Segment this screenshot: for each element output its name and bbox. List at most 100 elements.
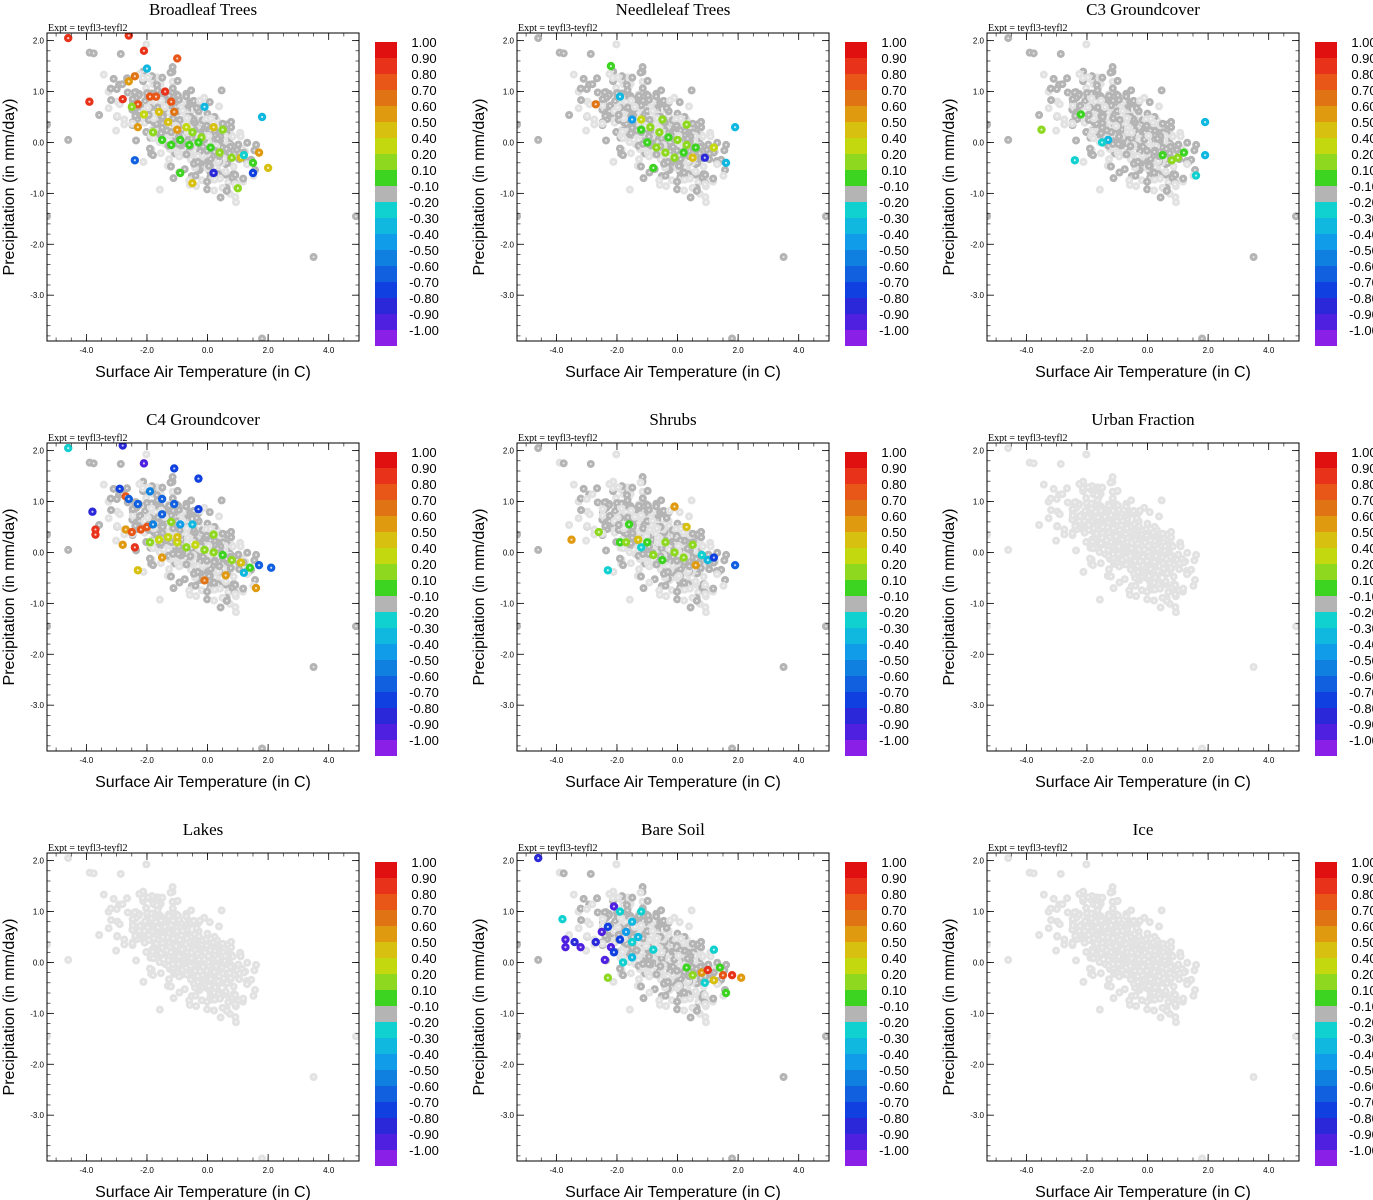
- data-point-center: [145, 67, 149, 70]
- background-point-center: [214, 166, 217, 169]
- background-point-center: [605, 139, 608, 142]
- background-point-center: [1099, 152, 1102, 155]
- background-point-center: [568, 114, 571, 117]
- background-point-center: [227, 591, 230, 594]
- background-point-center: [1106, 116, 1109, 119]
- background-point-center: [123, 118, 126, 121]
- background-point-center: [679, 117, 682, 120]
- background-point-center: [116, 114, 119, 117]
- background-point-center: [143, 121, 146, 124]
- background-point-center: [1252, 256, 1255, 258]
- colorbar-label: 0.40: [1351, 131, 1373, 146]
- y-axis-label: Precipitation (in mm/day): [471, 99, 488, 276]
- colorbar-swatch: [375, 266, 397, 282]
- background-point-center: [1110, 104, 1113, 107]
- background-point-center: [591, 83, 594, 86]
- background-point-center: [225, 147, 228, 150]
- colorbar-label: 0.90: [411, 51, 436, 66]
- background-point-center: [722, 174, 725, 177]
- background-point-center: [585, 129, 588, 132]
- x-tick-label: 4.0: [323, 346, 335, 355]
- data-point-center: [685, 123, 688, 126]
- data-point-center: [640, 128, 643, 131]
- background-point-center: [646, 79, 649, 82]
- background-point-center: [617, 113, 620, 116]
- colorbar-swatch: [845, 138, 867, 154]
- background-point-center: [202, 145, 205, 148]
- background-point-center: [141, 76, 144, 79]
- background-point-center: [668, 99, 671, 102]
- background-point-center: [723, 149, 726, 152]
- background-point-center: [615, 87, 618, 90]
- colorbar-label: 0.20: [881, 147, 906, 162]
- x-tick-label: -2.0: [610, 346, 624, 355]
- background-point-center: [1161, 122, 1164, 125]
- background-point-center: [203, 131, 206, 134]
- background-point-center: [190, 499, 193, 502]
- background-point-center: [708, 152, 711, 155]
- data-point-center: [673, 156, 676, 159]
- background-point-center: [1153, 189, 1156, 192]
- background-point-center: [679, 158, 682, 161]
- background-point-center: [716, 141, 719, 144]
- x-tick-label: 4.0: [793, 346, 805, 355]
- colorbar: 1.000.900.800.700.600.500.400.200.10-0.1…: [1315, 35, 1373, 346]
- background-point-center: [148, 147, 151, 150]
- points-layer: [47, 33, 359, 341]
- background-point-center: [171, 80, 174, 83]
- background-point-center: [1160, 89, 1163, 92]
- chart-title: Broadleaf Trees: [149, 0, 257, 19]
- background-point-center: [206, 112, 209, 115]
- data-point-center: [655, 146, 658, 149]
- background-point-center: [691, 122, 694, 125]
- data-point-center: [658, 131, 661, 134]
- colorbar-swatch: [375, 186, 397, 202]
- background-point-center: [1139, 150, 1142, 153]
- background-point-center: [1156, 137, 1159, 140]
- background-point-center: [199, 150, 202, 153]
- background-point-center: [168, 94, 171, 97]
- colorbar-swatch: [1315, 42, 1337, 58]
- background-point-center: [178, 118, 181, 121]
- background-point-center: [135, 139, 138, 142]
- colorbar-label: 0.60: [1351, 99, 1373, 114]
- data-point-center: [154, 95, 158, 98]
- background-point-center: [1117, 94, 1120, 97]
- background-point-center: [1073, 91, 1076, 94]
- background-point-center: [312, 256, 315, 258]
- background-point-center: [628, 141, 631, 144]
- background-point-center: [1153, 178, 1156, 181]
- background-point-center: [624, 100, 627, 103]
- background-point-center: [676, 112, 679, 115]
- colorbar-swatch: [845, 106, 867, 122]
- plot-frame: [516, 32, 830, 342]
- background-point-center: [588, 103, 591, 106]
- background-point-center: [1112, 117, 1115, 120]
- background-point-center: [224, 580, 227, 583]
- data-point-center: [1073, 159, 1076, 162]
- background-point-center: [234, 173, 237, 176]
- plot-frame: [986, 32, 1300, 342]
- data-point-center: [161, 138, 164, 142]
- background-point-center: [537, 138, 540, 141]
- colorbar-swatch: [375, 218, 397, 234]
- y-tick-label: -1.0: [970, 189, 984, 198]
- background-point-center: [1166, 162, 1169, 165]
- background-point-center: [1171, 135, 1174, 138]
- background-point-center: [1116, 110, 1119, 113]
- colorbar-swatch: [845, 154, 867, 170]
- background-point-center: [1125, 95, 1128, 98]
- background-point-center: [1111, 66, 1114, 69]
- background-point-center: [216, 137, 219, 140]
- data-point-center: [127, 80, 130, 83]
- colorbar-label: 0.90: [1351, 51, 1373, 66]
- background-point-center: [181, 109, 184, 112]
- background-point-center: [1168, 152, 1171, 155]
- background-point-center: [1182, 177, 1185, 180]
- background-point-center: [169, 165, 172, 168]
- chart-title: C3 Groundcover: [1086, 0, 1200, 19]
- background-point-center: [115, 88, 118, 91]
- data-point-center: [1182, 151, 1185, 154]
- background-point-center: [1146, 180, 1149, 183]
